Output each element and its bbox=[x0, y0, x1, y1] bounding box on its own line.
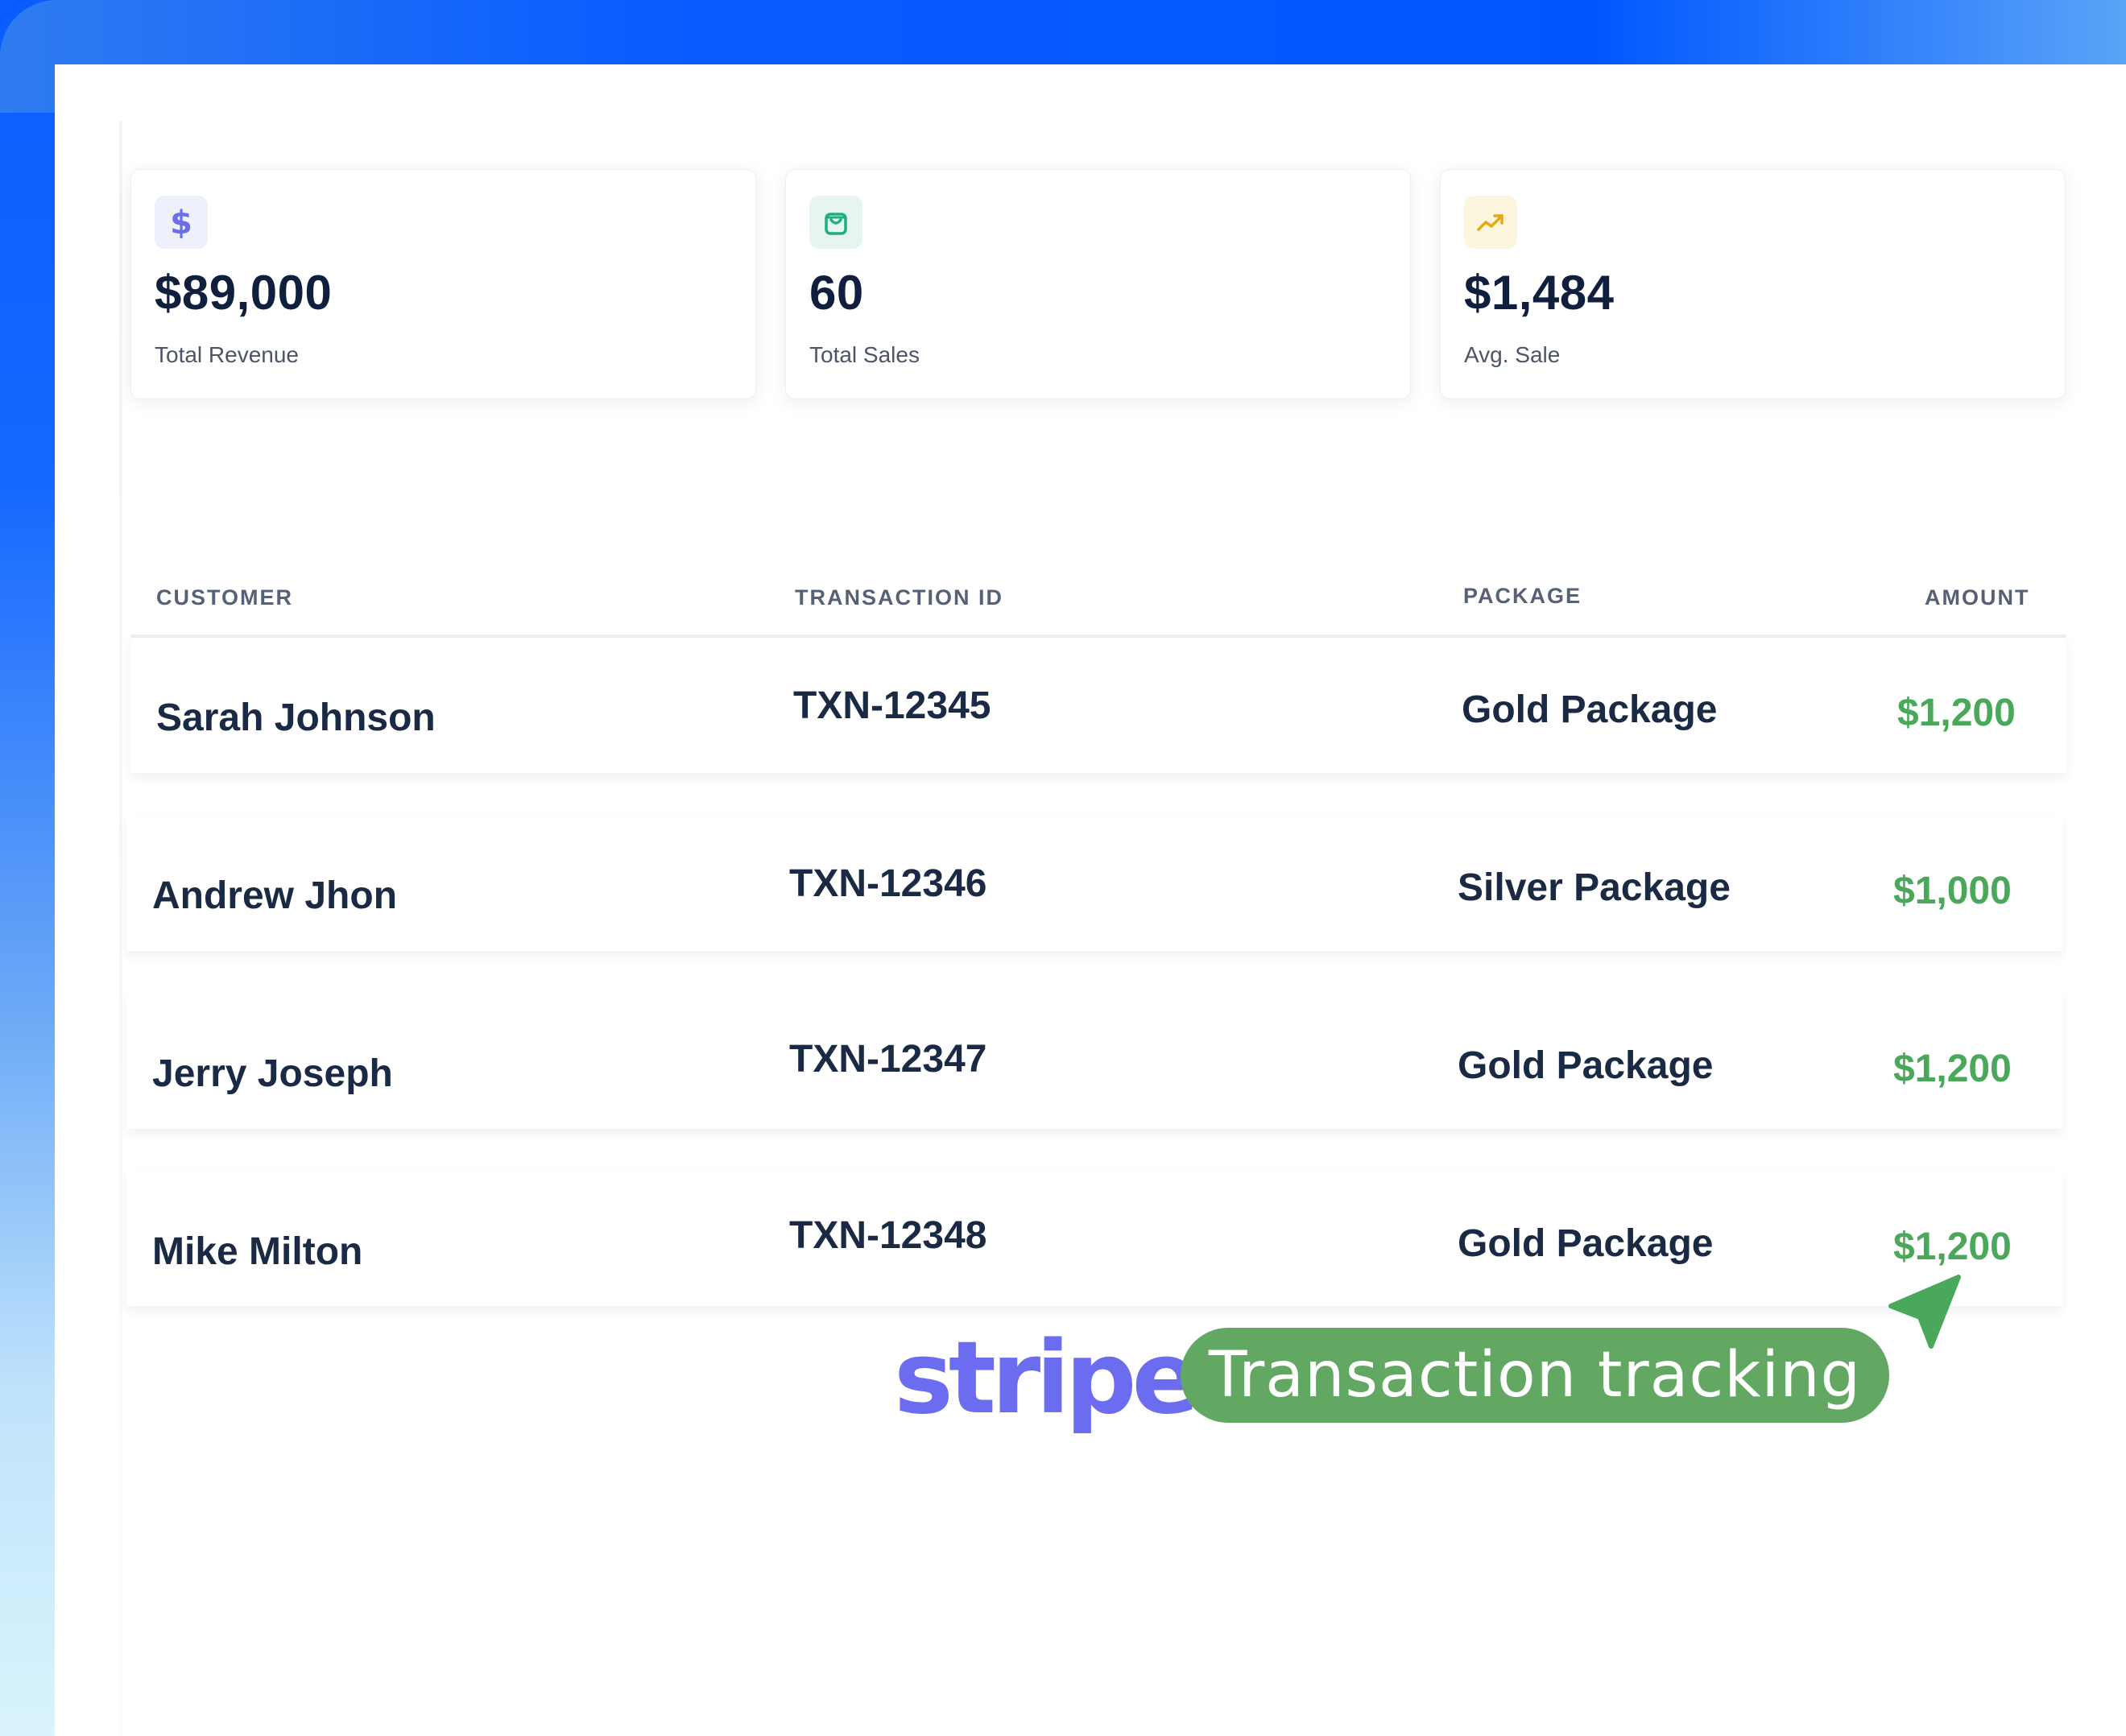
stat-label: Total Revenue bbox=[155, 342, 300, 367]
column-header-customer[interactable]: CUSTOMER bbox=[156, 585, 294, 610]
table-row[interactable]: Sarah Johnson TXN-12345 Gold Package $1,… bbox=[130, 638, 2066, 773]
badge-label: Transaction tracking bbox=[1208, 1339, 1862, 1412]
stripe-logo: stripe bbox=[894, 1321, 1200, 1436]
transaction-tracking-badge: Transaction tracking bbox=[1181, 1328, 1889, 1423]
pointer-arrow-icon bbox=[1888, 1275, 1961, 1349]
column-header-amount[interactable]: AMOUNT bbox=[1925, 585, 2030, 610]
amount-value: $1,200 bbox=[1893, 1048, 2012, 1090]
package-name: Gold Package bbox=[1458, 1222, 1714, 1265]
transaction-id: TXN-12347 bbox=[789, 1038, 987, 1081]
stat-label: Avg. Sale bbox=[1464, 342, 1561, 367]
table-header-divider bbox=[130, 634, 2066, 638]
amount-value: $1,000 bbox=[1893, 870, 2012, 912]
table-row[interactable]: Mike Milton TXN-12348 Gold Package $1,20… bbox=[126, 1171, 2062, 1306]
dashboard-panel: $ $89,000 Total Revenue 60 Total Sales $… bbox=[55, 64, 2126, 1736]
dollar-icon: $ bbox=[155, 196, 208, 249]
trending-up-icon bbox=[1464, 196, 1517, 249]
customer-name: Jerry Joseph bbox=[152, 1052, 393, 1095]
customer-name: Andrew Jhon bbox=[152, 874, 398, 917]
package-name: Gold Package bbox=[1462, 688, 1718, 731]
column-header-package[interactable]: PACKAGE bbox=[1463, 584, 1582, 608]
panel-divider bbox=[119, 121, 122, 1736]
customer-name: Mike Milton bbox=[152, 1230, 363, 1273]
table-row[interactable]: Andrew Jhon TXN-12346 Silver Package $1,… bbox=[126, 816, 2062, 951]
transaction-id: TXN-12345 bbox=[793, 684, 991, 727]
amount-value: $1,200 bbox=[1897, 692, 2016, 734]
svg-text:$: $ bbox=[170, 205, 192, 240]
stat-value: 60 bbox=[809, 266, 864, 320]
stat-label: Total Sales bbox=[809, 342, 920, 367]
transaction-id: TXN-12348 bbox=[789, 1214, 987, 1257]
package-name: Silver Package bbox=[1458, 866, 1731, 909]
stat-card-avg-sale: $1,484 Avg. Sale bbox=[1440, 169, 2066, 399]
column-header-transaction-id[interactable]: TRANSACTION ID bbox=[795, 585, 1003, 610]
customer-name: Sarah Johnson bbox=[156, 696, 436, 739]
shopping-bag-icon bbox=[809, 196, 862, 249]
stat-card-total-revenue: $ $89,000 Total Revenue bbox=[130, 169, 756, 399]
amount-value: $1,200 bbox=[1893, 1226, 2012, 1268]
table-row[interactable]: Jerry Joseph TXN-12347 Gold Package $1,2… bbox=[126, 994, 2062, 1129]
package-name: Gold Package bbox=[1458, 1044, 1714, 1087]
stat-value: $1,484 bbox=[1464, 266, 1615, 320]
stat-value: $89,000 bbox=[155, 266, 333, 320]
stat-card-total-sales: 60 Total Sales bbox=[785, 169, 1411, 399]
transaction-id: TXN-12346 bbox=[789, 862, 987, 905]
